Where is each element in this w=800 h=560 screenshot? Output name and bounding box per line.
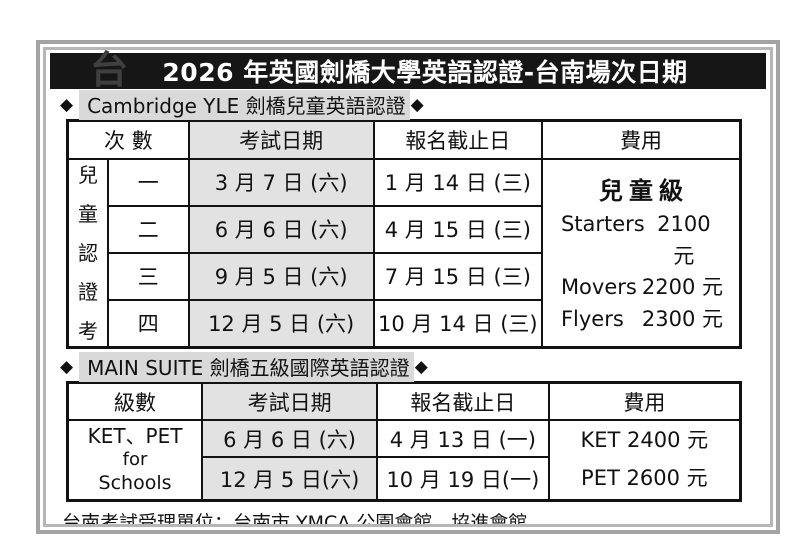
table-row: 兒 童 認 證 考 一 3 月 7 日 (六) 1 月 14 日 (三) 兒童級… [66,158,742,349]
session-no-cell: 四 [106,298,190,349]
main-suite-schedule-table: 級數 考試日期 報名截止日 費用 KET、PET for Schools 6 月… [66,381,742,502]
session-no-cell: 二 [106,204,190,254]
deadline-cell: 10 月 14 日 (三) [372,298,543,349]
main-header-row: 級數 考試日期 報名截止日 費用 [66,381,742,421]
fee-title: 兒童級 [598,177,689,205]
page-title: 2026 年英國劍橋大學英語認證-台南場次日期 [162,58,688,87]
level-line: Schools [98,471,172,494]
yle-side-label: 兒 童 認 證 考 [70,161,106,346]
exam-date-cell: 12 月 5 日 (六) [187,298,375,349]
exam-date-cell: 6 月 6 日 (六) [187,204,375,254]
fee-name: Movers [560,275,637,299]
side-label-char: 證 [77,280,98,304]
fee-line: KET 2400 元 [580,428,709,453]
side-label-char: 考 [77,319,98,343]
exam-date-cell: 3 月 7 日 (六) [187,158,375,207]
page-frame-inner: 台 2026 年英國劍橋大學英語認證-台南場次日期 ◆ Cambridge YL… [43,47,773,527]
level-line: for [122,449,148,471]
table-row: 二 6 月 6 日 (六) 4 月 15 日 (三) [68,204,741,254]
section-main-heading: ◆ MAIN SUITE 劍橋五級國際英語認證 ◆ [60,351,766,382]
diamond-icon: ◆ [60,356,74,377]
fee-name: Starters [560,212,645,236]
deadline-cell: 4 月 15 日 (三) [372,204,543,254]
table-row: 四 12 月 5 日 (六) 10 月 14 日 (三) [68,298,741,349]
table-row: 三 9 月 5 日 (六) 7 月 15 日 (三) [68,251,741,301]
header-cell-deadline: 報名截止日 [376,381,550,421]
header-cell-exam-date: 考試日期 [187,119,375,160]
fee-price: 2100 元 [657,212,711,268]
yle-side-label-cell: 兒 童 認 證 考 [66,158,109,349]
watermark-char: 台 [90,48,129,92]
diamond-icon: ◆ [410,94,424,115]
level-cell: KET、PET for Schools [66,419,204,502]
header-cell-fee: 費用 [547,381,742,421]
diamond-icon: ◆ [414,356,428,377]
side-label-char: 兒 [77,163,98,187]
exam-date-cell: 12 月 5 日(六) [201,456,379,502]
level-line: KET、PET [87,424,183,449]
session-no-cell: 三 [106,251,190,301]
section-yle-label: Cambridge YLE 劍橋兒童英語認證 [79,89,410,120]
page-frame: 台 2026 年英國劍橋大學英語認證-台南場次日期 ◆ Cambridge YL… [36,40,780,534]
side-label-char: 認 [77,241,98,265]
yle-header-row: 次 數 考試日期 報名截止日 費用 [66,119,742,160]
exam-date-cell: 9 月 5 日 (六) [187,251,375,301]
fee-line: Flyers 2300 元 [544,304,739,336]
fee-price: 2200 元 [641,275,723,299]
fee-line: PET 2600 元 [581,466,708,490]
main-fee-cell: KET 2400 元 PET 2600 元 [547,419,742,502]
fee-name: Flyers [560,306,624,331]
fee-line: Movers 2200 元 [544,272,739,304]
diamond-icon: ◆ [60,94,74,115]
header-cell-fee: 費用 [540,119,742,160]
session-no-cell: 一 [106,158,190,207]
yle-fee-cell: 兒童級 Starters 2100 元 Movers 2200 元 Flyers… [540,158,742,349]
section-yle-heading: ◆ Cambridge YLE 劍橋兒童英語認證 ◆ [60,89,766,120]
deadline-cell: 10 月 19 日(一) [376,456,550,502]
table-row: 12 月 5 日(六) 10 月 19 日(一) [68,456,741,502]
footer-line-registration: 台南考試受理單位：台南市 YMCA 公園會館、協進會館 [62,512,528,527]
footer-notes: 台南考試受理單位：台南市 YMCA 公園會館、協進會館 聯絡處：台南市北區公園路… [62,509,766,527]
deadline-cell: 7 月 15 日 (三) [372,251,543,301]
yle-schedule-table: 次 數 考試日期 報名截止日 費用 兒 童 認 證 考 一 3 月 7 日 (六… [66,119,742,349]
fee-price: 2300 元 [641,306,723,331]
table-row: KET、PET for Schools 6 月 6 日 (六) 4 月 13 日… [66,419,742,502]
deadline-cell: 4 月 13 日 (一) [376,419,550,458]
header-cell-session: 次 數 [66,119,190,160]
exam-date-cell: 6 月 6 日 (六) [201,419,379,458]
side-label-char: 童 [77,202,98,226]
title-bar: 台 2026 年英國劍橋大學英語認證-台南場次日期 [50,50,766,91]
header-cell-level: 級數 [66,381,204,421]
section-main-label: MAIN SUITE 劍橋五級國際英語認證 [79,351,414,382]
fee-line: Starters 2100 元 [544,209,739,272]
header-cell-deadline: 報名截止日 [372,119,543,160]
deadline-cell: 1 月 14 日 (三) [372,158,543,207]
header-cell-exam-date: 考試日期 [201,381,379,421]
